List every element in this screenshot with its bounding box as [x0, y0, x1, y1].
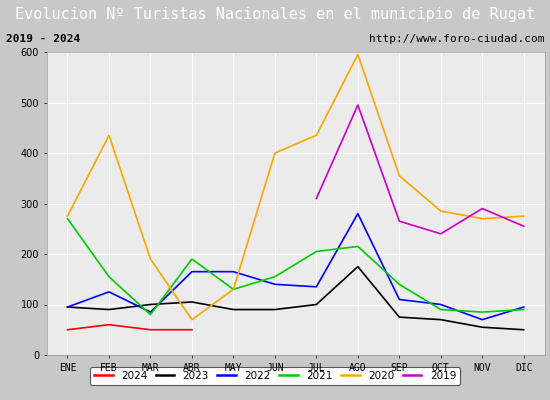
Text: Evolucion Nº Turistas Nacionales en el municipio de Rugat: Evolucion Nº Turistas Nacionales en el m… [15, 6, 535, 22]
Text: http://www.foro-ciudad.com: http://www.foro-ciudad.com [369, 34, 544, 44]
Legend: 2024, 2023, 2022, 2021, 2020, 2019: 2024, 2023, 2022, 2021, 2020, 2019 [90, 367, 460, 385]
Text: 2019 - 2024: 2019 - 2024 [6, 34, 80, 44]
